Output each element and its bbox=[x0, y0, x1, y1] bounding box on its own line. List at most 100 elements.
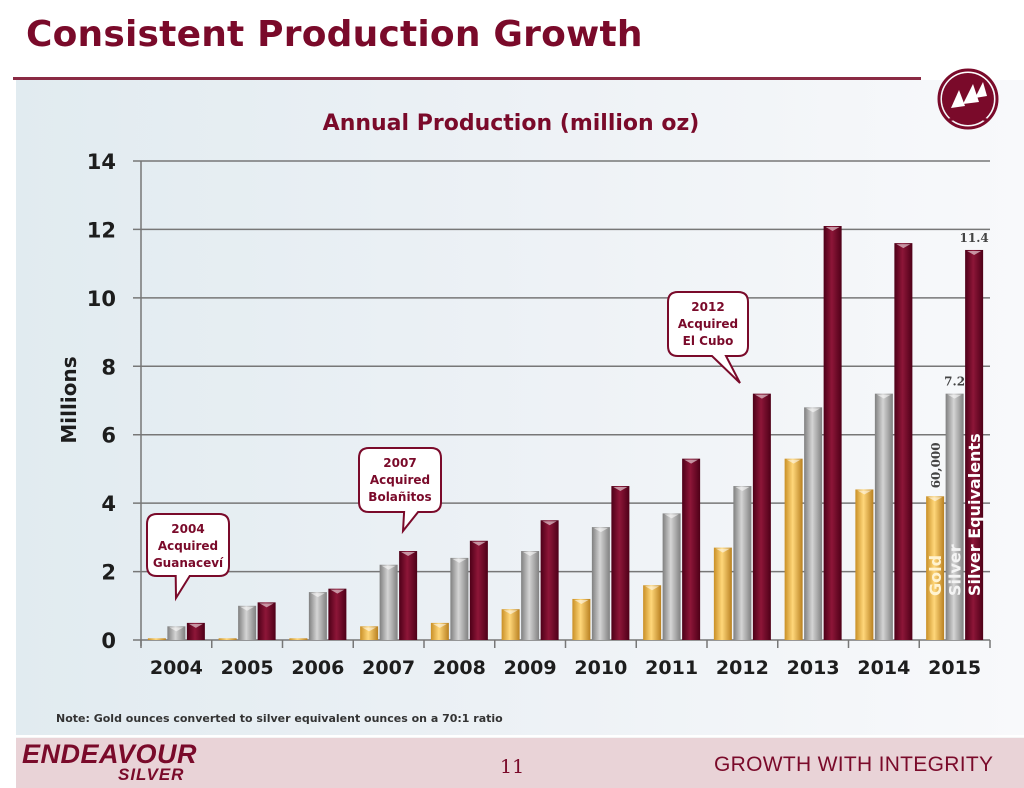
silver-bar bbox=[804, 407, 823, 640]
gold-bar bbox=[289, 638, 308, 640]
callout-text: 2004 bbox=[171, 522, 204, 536]
callout-bubble bbox=[146, 513, 230, 602]
callout-text: Guanaceví bbox=[153, 556, 224, 570]
silver-bar bbox=[238, 605, 257, 640]
x-tick-label: 2008 bbox=[433, 657, 486, 679]
y-tick-label: 2 bbox=[101, 561, 116, 585]
bar-highlight bbox=[169, 627, 184, 632]
footnote: Note: Gold ounces converted to silver eq… bbox=[56, 712, 503, 725]
gold-bar bbox=[926, 496, 945, 640]
legend-label: Gold bbox=[926, 555, 945, 596]
bar-highlight bbox=[857, 490, 872, 495]
x-tick-label: 2011 bbox=[645, 657, 698, 679]
bar-highlight bbox=[381, 565, 396, 570]
x-tick-label: 2013 bbox=[787, 657, 840, 679]
bar-highlight bbox=[613, 487, 628, 492]
bar-highlight bbox=[401, 552, 416, 557]
bar-highlight bbox=[806, 408, 821, 413]
bar-highlight bbox=[523, 552, 538, 557]
x-tick-label: 2004 bbox=[150, 657, 203, 679]
callout-text: Acquired bbox=[370, 473, 430, 487]
silver-bar bbox=[521, 551, 540, 640]
bar-highlight bbox=[786, 459, 801, 464]
y-tick-label: 6 bbox=[101, 424, 116, 448]
callout-bubble bbox=[358, 447, 442, 535]
bar-highlight bbox=[825, 227, 840, 232]
gold-bar bbox=[643, 585, 662, 640]
x-tick-label: 2009 bbox=[504, 657, 557, 679]
silver-equivalents-bar bbox=[257, 602, 276, 640]
y-tick-label: 14 bbox=[87, 150, 116, 174]
bar-highlight bbox=[471, 541, 486, 546]
bar-highlight bbox=[967, 250, 982, 255]
silver-equivalents-bar bbox=[611, 486, 630, 640]
title-divider bbox=[13, 77, 921, 80]
gold-bar bbox=[147, 638, 166, 640]
callout-text: El Cubo bbox=[683, 334, 734, 348]
bar-highlight bbox=[593, 528, 608, 533]
x-tick-label: 2010 bbox=[574, 657, 627, 679]
bar-highlight bbox=[947, 394, 962, 399]
silver-equivalents-bar bbox=[894, 243, 913, 640]
silver-bar bbox=[733, 486, 752, 640]
x-tick-label: 2007 bbox=[362, 657, 415, 679]
y-axis-label: Millions bbox=[57, 356, 81, 443]
silver-equivalents-bar bbox=[469, 540, 488, 640]
bar-highlight bbox=[735, 487, 750, 492]
y-tick-label: 12 bbox=[87, 218, 116, 242]
x-tick-label: 2015 bbox=[928, 657, 981, 679]
acquisition-callout: 2004 Acquired Guanaceví bbox=[146, 513, 230, 602]
legend-label: Silver Equivalents bbox=[965, 433, 984, 596]
gold-bar bbox=[501, 609, 520, 640]
bar-highlight bbox=[664, 514, 679, 519]
silver-bar bbox=[379, 564, 398, 640]
bar-highlight bbox=[432, 623, 447, 628]
gold-bar bbox=[430, 622, 449, 640]
silver-equivalents-bar bbox=[399, 551, 418, 640]
bar-highlight bbox=[259, 603, 274, 608]
y-tick-label: 4 bbox=[101, 492, 116, 516]
legend-label: Silver bbox=[946, 544, 965, 596]
tagline: GROWTH WITH INTEGRITY bbox=[714, 753, 994, 776]
gold-bar bbox=[713, 547, 732, 640]
silver-equivalents-bar bbox=[540, 520, 559, 640]
silver-bar bbox=[874, 393, 893, 640]
chart-title: Annual Production (million oz) bbox=[323, 111, 700, 136]
silver-equivalents-bar bbox=[965, 249, 984, 640]
bar-highlight bbox=[503, 610, 518, 615]
gold-bar bbox=[572, 598, 591, 640]
sailing-ships-logo-icon bbox=[937, 68, 999, 130]
gold-bar bbox=[784, 458, 803, 640]
x-tick-label: 2005 bbox=[221, 657, 274, 679]
callout-text: Bolañitos bbox=[368, 490, 431, 504]
bar-highlight bbox=[330, 589, 345, 594]
bar-highlight bbox=[928, 497, 943, 502]
bar-highlight bbox=[715, 548, 730, 553]
silver-bar bbox=[945, 393, 964, 640]
silver-equivalents-bar bbox=[186, 622, 205, 640]
slide-title: Consistent Production Growth bbox=[26, 14, 643, 55]
y-tick-label: 0 bbox=[101, 629, 116, 653]
bar-highlight bbox=[574, 599, 589, 604]
footer-bar bbox=[16, 737, 1024, 788]
bar-highlight bbox=[240, 606, 255, 611]
gold-bar bbox=[855, 489, 874, 640]
gold-bar bbox=[218, 638, 237, 640]
acquisition-callout: 2012 Acquired El Cubo bbox=[667, 291, 749, 384]
page-number: 11 bbox=[500, 756, 525, 778]
bar-highlight bbox=[754, 394, 769, 399]
bar-highlight bbox=[896, 244, 911, 249]
x-tick-label: 2006 bbox=[291, 657, 344, 679]
bar-highlight bbox=[188, 623, 203, 628]
silver-bar bbox=[591, 527, 610, 640]
silver-bar bbox=[167, 626, 186, 640]
bar-highlight bbox=[876, 394, 891, 399]
y-tick-label: 8 bbox=[101, 355, 116, 379]
bar-highlight bbox=[645, 586, 660, 591]
data-label: 11.4 bbox=[960, 231, 989, 245]
y-tick-label: 10 bbox=[87, 287, 116, 311]
brand-logo-subtext: SILVER bbox=[118, 765, 185, 784]
silver-equivalents-bar bbox=[752, 393, 771, 640]
callout-bubble bbox=[667, 291, 749, 384]
